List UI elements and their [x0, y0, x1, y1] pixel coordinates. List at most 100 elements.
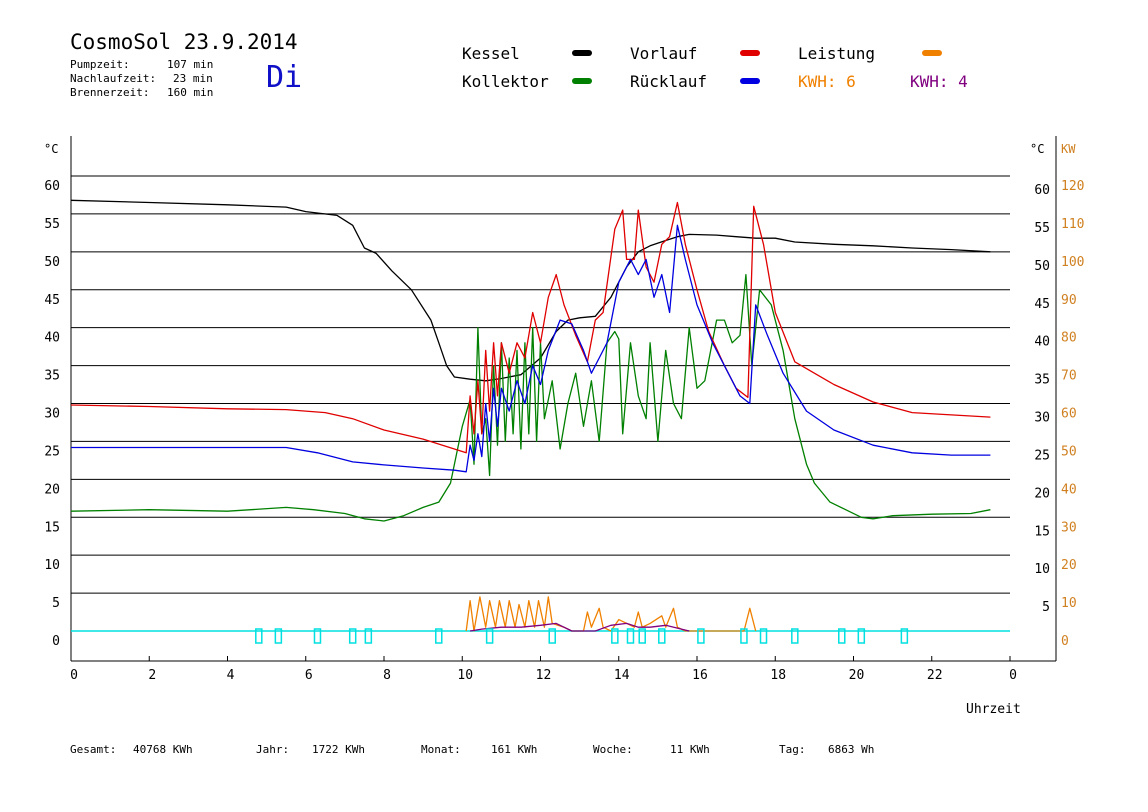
x-tick-label: 10 [457, 668, 473, 683]
x-tick-label: 4 [227, 668, 235, 683]
x-tick-label: 6 [305, 668, 313, 683]
x-tick-label: 14 [614, 668, 630, 683]
pump-marker [838, 628, 846, 644]
nachlaufzeit-value: 23 min [173, 72, 213, 85]
x-axis-label: Uhrzeit [966, 702, 1021, 717]
pump-marker [900, 628, 909, 644]
y-tick-right-celsius: 10 [1034, 562, 1050, 577]
y-tick-right-celsius: 40 [1034, 335, 1050, 350]
footer-woche-value: 11 KWh [670, 743, 710, 756]
pump-marker [638, 628, 646, 644]
pump-marker [348, 628, 357, 644]
y-tick-right-kw: 40 [1061, 482, 1077, 497]
x-tick-label: 0 [70, 668, 78, 683]
y-tick-left: 0 [52, 634, 60, 649]
x-tick-label: 22 [927, 668, 943, 683]
pump-marker [255, 628, 263, 644]
pump-marker [740, 628, 748, 644]
y-tick-right-kw: 10 [1061, 596, 1077, 611]
nachlaufzeit-label: Nachlaufzeit: [70, 72, 157, 85]
y-tick-right-celsius: 15 [1034, 524, 1050, 539]
y-tick-left: 50 [44, 255, 60, 270]
y-tick-right-celsius: 35 [1034, 373, 1050, 388]
y-tick-right-celsius: 5 [1042, 600, 1050, 615]
footer-jahr-label: Jahr: [256, 743, 290, 756]
y-tick-left: 25 [44, 444, 60, 459]
footer-gesamt-value: 40768 KWh [133, 743, 193, 756]
y-tick-right-kw: 100 [1061, 255, 1084, 270]
pump-marker [485, 628, 494, 644]
y-tick-left: 20 [44, 482, 60, 497]
pump-marker [274, 628, 283, 644]
pump-marker [435, 628, 443, 644]
legend-kwh-2: KWH: 4 [910, 72, 968, 91]
legend-kwh-1: KWH: 6 [798, 72, 856, 91]
y-tick-right-celsius: 60 [1034, 183, 1050, 198]
y-tick-right-celsius: 30 [1034, 411, 1050, 426]
brennerzeit-label: Brennerzeit: [70, 86, 150, 99]
pump-marker [791, 628, 799, 644]
pump-marker [548, 628, 556, 644]
pump-marker [313, 628, 322, 644]
series-line-vorlauf [70, 201, 991, 454]
pump-marker [857, 628, 866, 644]
weekday-label: Di [266, 60, 303, 95]
y-tick-left: 60 [44, 179, 60, 194]
legend-vorlauf-swatch [740, 50, 760, 56]
pumpzeit-value: 107 min [167, 58, 214, 71]
legend-vorlauf: Vorlauf [630, 44, 698, 63]
y-tick-right-kw: 50 [1061, 444, 1077, 459]
legend-leistung-swatch [922, 50, 942, 56]
y-tick-right-celsius: 45 [1034, 297, 1050, 312]
right-axis-unit-kw: KW [1061, 142, 1076, 156]
y-tick-right-celsius: 50 [1034, 259, 1050, 274]
pump-marker [611, 628, 619, 644]
pump-marker [658, 628, 666, 644]
series-line-kwh-4 [469, 622, 690, 632]
x-tick-label: 2 [148, 668, 156, 683]
legend-kollektor-swatch [572, 78, 592, 84]
y-tick-right-kw: 30 [1061, 520, 1077, 535]
y-tick-left: 15 [44, 520, 60, 535]
legend-kollektor: Kollektor [462, 72, 549, 91]
y-tick-left: 5 [52, 596, 60, 611]
y-tick-left: 30 [44, 407, 60, 422]
x-tick-label: 12 [536, 668, 552, 683]
y-tick-right-celsius: 25 [1034, 448, 1050, 463]
y-tick-left: 55 [44, 217, 60, 232]
y-tick-right-kw: 20 [1061, 558, 1077, 573]
pump-marker [759, 628, 768, 644]
x-tick-label: 18 [770, 668, 786, 683]
y-tick-left: 10 [44, 558, 60, 573]
x-tick-label: 8 [383, 668, 391, 683]
x-tick-label: 0 [1009, 668, 1017, 683]
legend-ruecklauf: Rücklauf [630, 72, 708, 91]
y-tick-right-kw: 110 [1061, 217, 1084, 232]
y-tick-right-kw: 60 [1061, 407, 1077, 422]
right-axis-unit-celsius: °C [1030, 142, 1045, 156]
legend-kessel-swatch [572, 50, 592, 56]
series-line-kessel [70, 199, 991, 382]
footer-monat-value: 161 KWh [491, 743, 538, 756]
y-tick-left: 35 [44, 369, 60, 384]
footer-gesamt-label: Gesamt: [70, 743, 117, 756]
footer-jahr-value: 1722 KWh [312, 743, 365, 756]
y-tick-right-celsius: 20 [1034, 486, 1050, 501]
x-tick-label: 20 [849, 668, 865, 683]
legend-kessel: Kessel [462, 44, 520, 63]
footer-monat-label: Monat: [421, 743, 461, 756]
pump-marker [364, 628, 373, 644]
y-tick-right-kw: 120 [1061, 179, 1084, 194]
brennerzeit-value: 160 min [167, 86, 214, 99]
pump-marker [626, 628, 635, 644]
legend-leistung: Leistung [798, 44, 876, 63]
series-line-r-cklauf [71, 224, 991, 473]
y-tick-left: 45 [44, 293, 60, 308]
y-tick-right-celsius: 55 [1034, 221, 1050, 236]
footer-tag-label: Tag: [779, 743, 806, 756]
legend-ruecklauf-swatch [740, 78, 760, 84]
pumpzeit-label: Pumpzeit: [70, 58, 130, 71]
series-line-kollektor [70, 273, 991, 522]
y-tick-right-kw: 70 [1061, 369, 1077, 384]
